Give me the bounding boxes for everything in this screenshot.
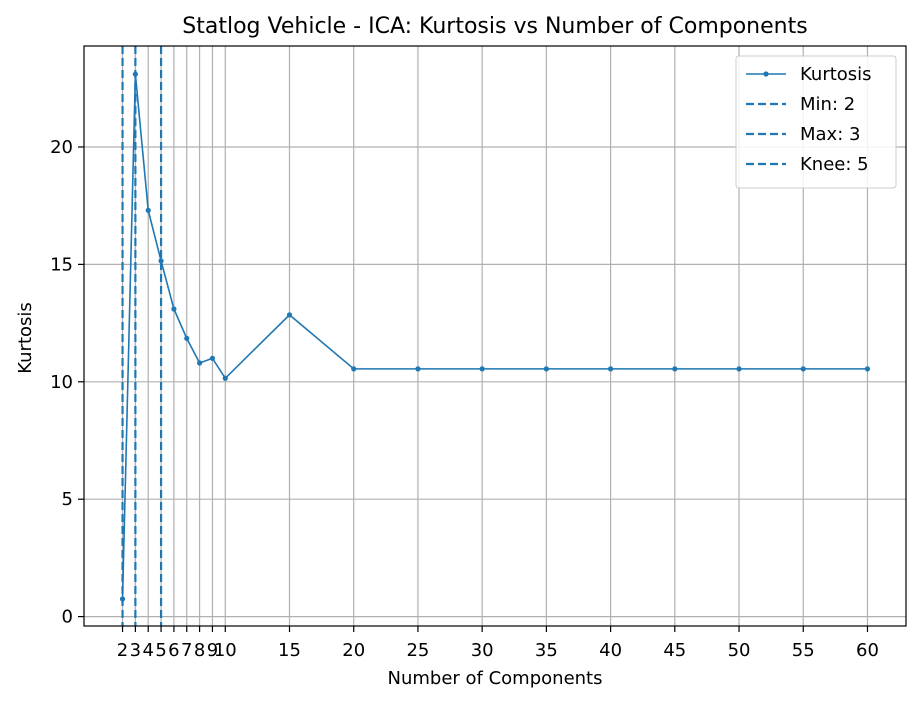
x-tick-label: 45 — [663, 640, 686, 661]
x-tick-label: 15 — [278, 640, 301, 661]
plot-frame — [83, 45, 907, 627]
plot-marks — [119, 46, 871, 626]
x-tick-label: 30 — [471, 640, 494, 661]
data-point — [209, 355, 216, 361]
x-tick-label: 60 — [856, 640, 879, 661]
data-point — [196, 360, 203, 366]
legend-label: Min: 2 — [800, 94, 855, 115]
data-point — [672, 366, 678, 372]
data-point — [607, 366, 614, 372]
data-point — [479, 366, 485, 372]
x-tick-label: 2 — [117, 640, 128, 661]
data-point — [145, 207, 151, 213]
x-tick-label: 9 — [207, 640, 218, 661]
legend-label: Max: 3 — [800, 124, 860, 145]
data-point — [736, 366, 742, 372]
x-tick-label: 4 — [142, 640, 153, 661]
data-point — [222, 375, 228, 381]
data-point — [351, 366, 357, 372]
data-point — [158, 258, 164, 264]
grid — [84, 46, 906, 626]
x-tick-label: 10 — [214, 640, 237, 661]
x-tick-label: 20 — [342, 640, 365, 661]
legend-box — [735, 55, 897, 189]
x-tick-label: 6 — [168, 640, 179, 661]
x-tick-label: 3 — [130, 640, 141, 661]
data-point — [184, 335, 190, 341]
x-tick-label: 40 — [599, 640, 622, 661]
chart-title: Statlog Vehicle - ICA: Kurtosis vs Numbe… — [182, 14, 807, 39]
y-axis: 0 5 10 15 20 — [50, 137, 84, 628]
x-tick-label: 35 — [535, 640, 558, 661]
data-point — [864, 366, 871, 372]
x-tick-label: 50 — [728, 640, 751, 661]
y-tick-label: 20 — [50, 137, 73, 158]
legend-label: Knee: 5 — [800, 154, 869, 175]
x-tick-label: 8 — [194, 640, 205, 661]
data-point — [800, 366, 806, 372]
data-point — [286, 312, 293, 318]
y-tick-label: 15 — [50, 254, 73, 275]
x-axis-label: Number of Components — [388, 668, 603, 689]
y-axis-label: Kurtosis — [15, 302, 36, 374]
y-tick-label: 0 — [62, 607, 73, 628]
legend-label: Kurtosis — [800, 64, 872, 85]
legend: Kurtosis Min: 2 Max: 3 Knee: 5 — [735, 55, 897, 189]
x-axis: 2 3 4 5 6 7 8 910 15 20 25 30 35 40 45 50 55 60 — [117, 626, 879, 661]
y-tick-label: 10 — [50, 372, 73, 393]
legend-marker — [763, 71, 769, 77]
x-tick-label: 5 — [155, 640, 166, 661]
x-tick-label: 25 — [406, 640, 429, 661]
x-tick-label: 7 — [181, 640, 192, 661]
x-tick-label: 55 — [792, 640, 815, 661]
data-point — [543, 366, 549, 372]
data-point — [415, 366, 421, 372]
y-tick-label: 5 — [62, 489, 73, 510]
data-point — [171, 306, 177, 312]
